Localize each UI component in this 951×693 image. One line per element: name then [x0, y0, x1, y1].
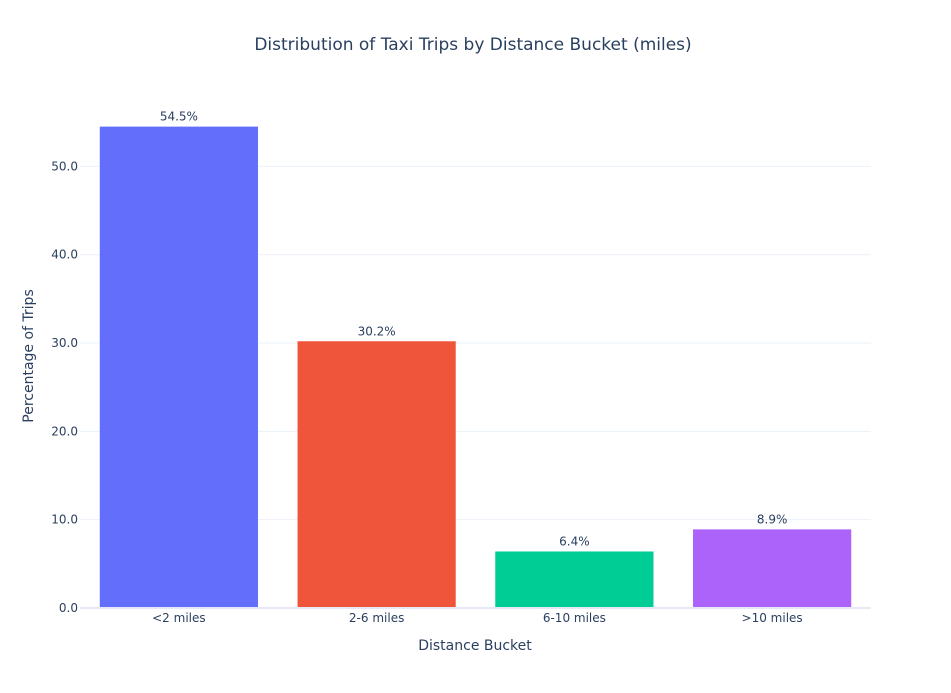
- bar[interactable]: [297, 341, 456, 608]
- x-tick-label: 6-10 miles: [543, 611, 606, 625]
- x-axis-title: Distance Bucket: [418, 638, 532, 654]
- x-tick-label: >10 miles: [742, 611, 803, 625]
- y-axis-title: Percentage of Trips: [21, 289, 37, 422]
- bar-value-label: 8.9%: [757, 512, 788, 526]
- y-tick-label: 20.0: [51, 424, 78, 438]
- chart-title: Distribution of Taxi Trips by Distance B…: [254, 35, 691, 55]
- bar[interactable]: [99, 126, 258, 608]
- x-tick-label: 2-6 miles: [349, 611, 404, 625]
- y-tick-label: 40.0: [51, 248, 78, 262]
- bar[interactable]: [495, 551, 654, 608]
- bar-value-label: 30.2%: [358, 324, 396, 338]
- y-tick-label: 0.0: [59, 601, 78, 615]
- bar[interactable]: [693, 529, 852, 608]
- y-tick-label: 10.0: [51, 513, 78, 527]
- y-tick-label: 50.0: [51, 159, 78, 173]
- bars: 54.5% 30.2% 6.4% 8.9%: [99, 110, 852, 608]
- y-tick-label: 30.0: [51, 336, 78, 350]
- bar-value-label: 54.5%: [160, 110, 198, 124]
- axes: 0.0 10.0 20.0 30.0 40.0 50.0 <2 miles 2-6 miles…: [51, 159, 871, 625]
- bar-value-label: 6.4%: [559, 534, 590, 548]
- x-tick-label: <2 miles: [152, 611, 206, 625]
